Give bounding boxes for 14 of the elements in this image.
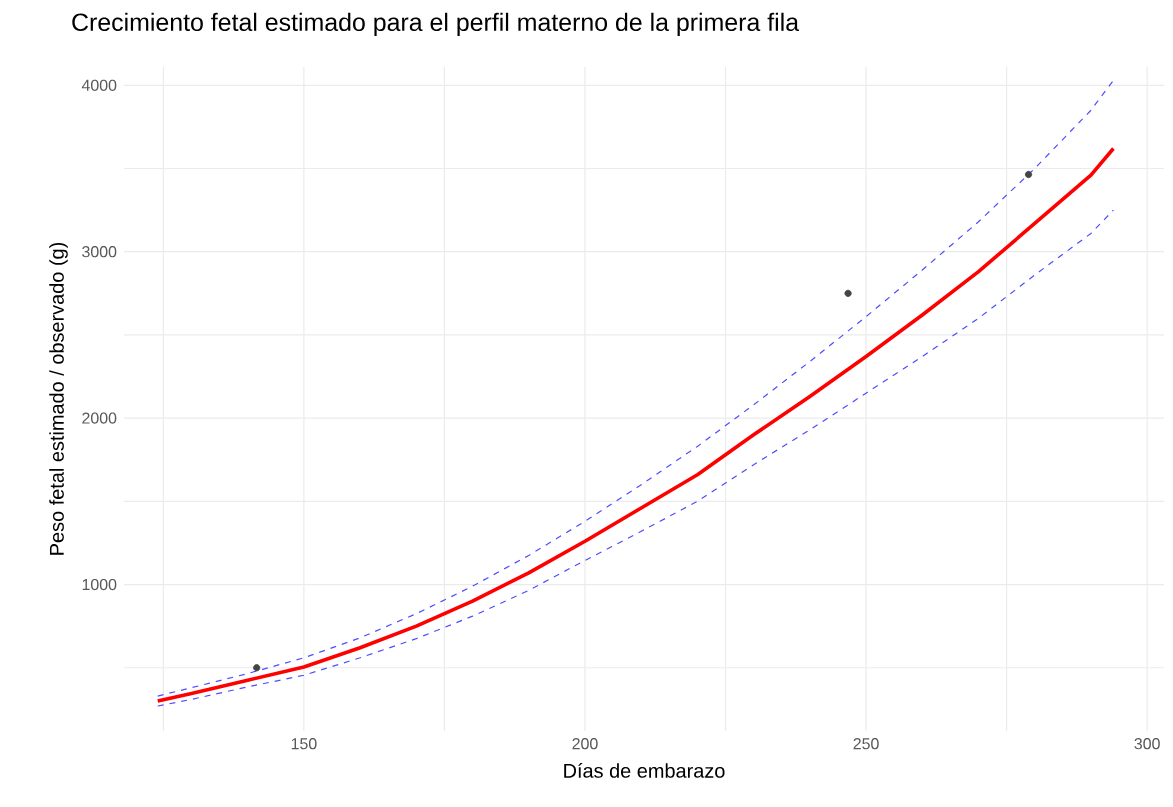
x-tick-label: 200 — [572, 738, 598, 750]
x-axis-title: Días de embarazo — [564, 762, 725, 778]
point — [1024, 170, 1033, 179]
chart-title: Crecimiento fetal estimado para el perfil materno de la primera fila — [72, 12, 800, 36]
y-axis-title: Peso fetal estimado / observado (g) — [49, 243, 68, 555]
y-tick-label: 2000 — [82, 412, 117, 424]
point — [844, 289, 852, 297]
x-tick-label: 150 — [291, 738, 317, 750]
x-tick-label: 250 — [853, 738, 879, 750]
x-tick-label: 300 — [1134, 738, 1160, 750]
point — [253, 664, 261, 672]
y-tick-label: 3000 — [82, 246, 117, 258]
y-tick-label: 1000 — [82, 578, 117, 591]
y-tick-label: 4000 — [81, 79, 117, 91]
